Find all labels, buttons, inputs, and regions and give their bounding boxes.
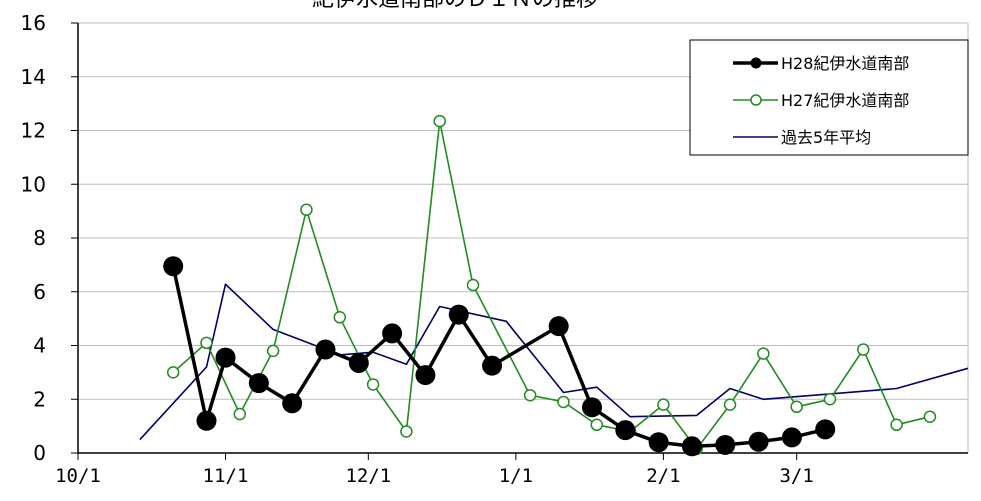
x-tick-label: 12/1 [345, 465, 391, 487]
data-point [715, 434, 736, 455]
legend-label: H28紀伊水道南部 [781, 54, 909, 73]
series-0 [163, 256, 836, 457]
data-point [857, 343, 870, 356]
y-tick-label: 8 [33, 226, 46, 250]
data-point [748, 431, 769, 452]
data-point [923, 410, 937, 423]
y-tick-label: 12 [21, 119, 46, 143]
data-point [300, 203, 313, 217]
data-point [466, 278, 480, 292]
data-point [648, 432, 669, 453]
data-point [315, 339, 336, 360]
data-point [348, 352, 369, 373]
data-point [548, 316, 569, 337]
data-point [333, 311, 347, 324]
data-point [266, 344, 280, 358]
data-point [681, 436, 702, 457]
y-tick-label: 10 [21, 172, 46, 196]
legend-label: 過去5年平均 [781, 128, 871, 147]
data-point [590, 418, 604, 432]
y-tick-label: 0 [33, 441, 46, 465]
legend-marker [750, 94, 762, 106]
series-2 [139, 283, 969, 441]
data-point [757, 347, 770, 360]
data-point [723, 398, 737, 411]
data-point [415, 365, 436, 386]
data-point [215, 347, 236, 368]
data-point [400, 425, 413, 438]
legend-marker [750, 57, 762, 69]
axes: 0 2 4 6 8 10 12 14 16 10/1 11/1 12/1 1/1 2/1 3/1 [21, 11, 968, 487]
x-tick-label: 11/1 [203, 465, 249, 487]
data-point [823, 393, 837, 406]
gridlines [78, 22, 969, 453]
x-tick-label: 1/1 [499, 465, 533, 487]
data-point [890, 418, 903, 432]
x-tick-label: 3/1 [779, 465, 813, 487]
data-point [196, 410, 217, 431]
legend-box [689, 39, 969, 156]
data-point [366, 378, 380, 391]
data-point [482, 355, 503, 376]
series-group [139, 114, 969, 457]
data-point [557, 395, 570, 409]
chart-title: 紀伊水道南部のＤＩＮの推移 [312, 0, 598, 12]
y-tick-label: 14 [21, 65, 46, 89]
legend-item: H28紀伊水道南部 [733, 54, 909, 73]
data-point [200, 336, 213, 350]
data-point [815, 419, 836, 440]
legend-item: 過去5年平均 [733, 128, 871, 147]
y-tick-label: 4 [33, 334, 46, 358]
data-point [657, 398, 670, 411]
data-point [433, 114, 446, 128]
data-point [248, 373, 269, 394]
y-tick-label: 2 [33, 387, 46, 411]
series-1 [166, 114, 937, 456]
data-point [163, 256, 184, 277]
x-tick-label: 10/1 [55, 465, 101, 487]
y-tick-label: 16 [21, 11, 46, 35]
data-point [615, 420, 636, 441]
data-point [382, 323, 403, 344]
x-tick-label: 2/1 [646, 465, 680, 487]
data-point [282, 393, 303, 414]
data-point [790, 400, 803, 414]
legend-item: H27紀伊水道南部 [733, 91, 909, 110]
legend-label: H27紀伊水道南部 [781, 91, 909, 110]
data-point [523, 388, 537, 402]
data-point [166, 366, 180, 379]
y-tick-label: 6 [33, 280, 46, 304]
data-point [233, 407, 247, 421]
data-point [448, 304, 469, 325]
data-point [582, 397, 603, 418]
series-line [139, 283, 969, 441]
data-point [781, 427, 802, 448]
